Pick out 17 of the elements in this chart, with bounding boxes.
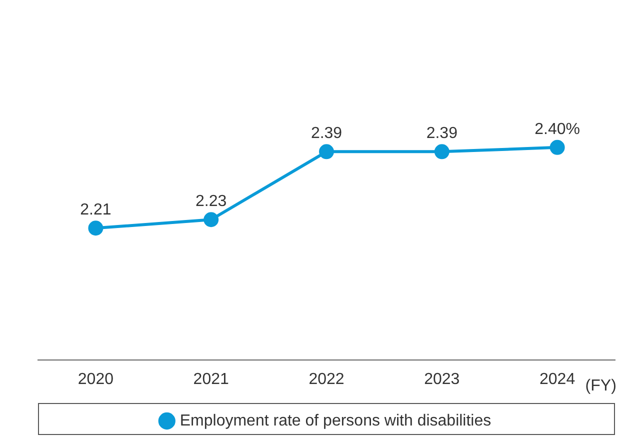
- point: [88, 220, 104, 236]
- x-tick-label: 2021: [193, 370, 229, 388]
- data-label: 2.23: [196, 193, 227, 210]
- x-axis-title: (FY): [585, 377, 616, 394]
- data-label: 2.21: [80, 202, 112, 219]
- point: [434, 144, 450, 160]
- point: [204, 212, 219, 228]
- point: [550, 140, 565, 155]
- point: [319, 144, 334, 160]
- x-tick-label: 2023: [424, 370, 460, 388]
- data-label: 2.39: [310, 125, 342, 142]
- legend-label: Employment rate of persons with disabilities: [180, 412, 492, 430]
- data-label: 2.39: [426, 125, 458, 142]
- data-label: 2.40%: [534, 120, 580, 138]
- x-tick-label: 2022: [308, 370, 344, 388]
- x-tick-label: 2024: [540, 370, 576, 388]
- x-tick-label: 2020: [78, 370, 114, 388]
